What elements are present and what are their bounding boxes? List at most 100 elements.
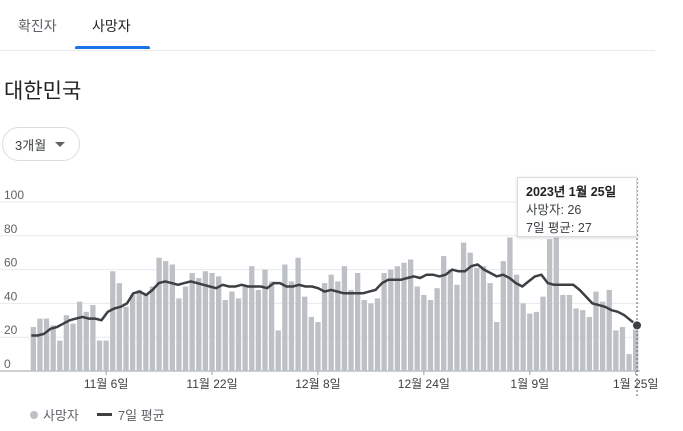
active-tab-indicator bbox=[75, 46, 150, 49]
bar bbox=[275, 330, 281, 371]
bar bbox=[242, 286, 248, 371]
bar bbox=[586, 316, 593, 371]
bar bbox=[103, 340, 109, 371]
bar bbox=[374, 298, 381, 371]
bar bbox=[70, 323, 76, 371]
bar bbox=[361, 300, 367, 371]
y-tick-label: 100 bbox=[4, 188, 24, 202]
chart-hover-marker bbox=[632, 178, 643, 397]
y-tick-label: 20 bbox=[4, 323, 18, 337]
bar bbox=[57, 340, 63, 371]
bar bbox=[302, 296, 308, 371]
dropdown-caret-icon bbox=[55, 141, 66, 147]
bar bbox=[454, 284, 460, 371]
bar bbox=[487, 283, 493, 371]
bar bbox=[321, 283, 328, 371]
tab-confirmed[interactable]: 확진자 bbox=[18, 18, 57, 34]
bar bbox=[288, 281, 295, 371]
bar bbox=[480, 266, 487, 371]
bar bbox=[619, 327, 626, 371]
bar bbox=[129, 294, 136, 371]
bar bbox=[394, 266, 401, 371]
bar bbox=[527, 313, 533, 371]
tooltip-deaths: 사망자: 26 bbox=[526, 203, 582, 217]
bar bbox=[262, 269, 268, 371]
bar bbox=[222, 300, 228, 371]
bar bbox=[447, 269, 454, 371]
bar bbox=[123, 306, 129, 371]
bar bbox=[249, 266, 255, 371]
bar bbox=[407, 259, 414, 371]
y-tick-label: 80 bbox=[4, 222, 18, 236]
bar bbox=[599, 301, 606, 371]
bar bbox=[427, 300, 434, 371]
bar bbox=[381, 272, 387, 371]
legend-bars-label: 사망자 bbox=[43, 408, 79, 423]
bar bbox=[553, 237, 559, 371]
chart-x-axis: 11월 6일 11월 22일 12월 8일 12월 24일 1월 9일 1월 25일 bbox=[84, 371, 658, 391]
bar bbox=[196, 278, 202, 371]
bar bbox=[110, 271, 116, 371]
bar bbox=[96, 340, 103, 371]
tooltip-date: 2023년 1월 25일 bbox=[526, 185, 617, 199]
bar bbox=[328, 274, 334, 371]
bar bbox=[580, 310, 586, 371]
bar bbox=[268, 281, 275, 371]
time-range-dropdown[interactable]: 3개월 bbox=[2, 127, 80, 161]
bar bbox=[401, 262, 407, 371]
bar bbox=[388, 269, 394, 371]
bar bbox=[414, 286, 420, 371]
bar bbox=[421, 294, 427, 371]
bar bbox=[460, 242, 467, 371]
bar bbox=[176, 298, 182, 371]
tab-bar: 확진자 사망자 bbox=[0, 0, 655, 51]
chart-avg-line bbox=[31, 263, 638, 337]
bar bbox=[43, 318, 50, 371]
bar bbox=[540, 296, 546, 371]
bar bbox=[116, 283, 123, 371]
x-tick-label: 12월 8일 bbox=[295, 377, 340, 391]
bar bbox=[341, 266, 348, 371]
avg-line bbox=[31, 263, 638, 337]
chart-tooltip: 2023년 1월 25일 사망자: 26 7일 평균: 27 bbox=[517, 177, 637, 237]
x-tick-label: 11월 22일 bbox=[186, 377, 237, 391]
region-title: 대한민국 bbox=[4, 80, 82, 103]
tab-deaths[interactable]: 사망자 bbox=[92, 18, 131, 34]
bar bbox=[90, 305, 96, 371]
bar bbox=[163, 261, 169, 371]
bar bbox=[494, 321, 500, 371]
bar bbox=[308, 316, 314, 371]
bar bbox=[573, 308, 579, 371]
legend-line-label: 7일 평균 bbox=[117, 408, 165, 423]
bar bbox=[149, 286, 156, 371]
bar bbox=[434, 288, 440, 371]
bar bbox=[255, 289, 262, 371]
bar bbox=[235, 298, 242, 371]
legend-bar-swatch bbox=[30, 410, 38, 419]
bar bbox=[348, 289, 354, 371]
bar bbox=[606, 289, 612, 371]
chart-bars bbox=[30, 237, 639, 371]
legend-line-swatch bbox=[96, 413, 112, 416]
bar bbox=[189, 272, 195, 371]
bar bbox=[613, 330, 619, 371]
x-tick-label: 11월 6일 bbox=[84, 377, 129, 391]
bar bbox=[474, 267, 480, 371]
bar bbox=[593, 291, 599, 371]
bar bbox=[335, 281, 341, 371]
bar bbox=[500, 261, 506, 371]
bar bbox=[546, 239, 553, 371]
bar bbox=[633, 327, 639, 371]
y-tick-label: 60 bbox=[4, 256, 18, 270]
bar bbox=[355, 272, 361, 371]
bar bbox=[209, 272, 215, 371]
bar bbox=[566, 294, 573, 371]
y-tick-label: 40 bbox=[4, 289, 18, 303]
bar bbox=[215, 276, 222, 371]
bar bbox=[520, 303, 526, 371]
bar bbox=[295, 257, 301, 371]
bar bbox=[143, 294, 149, 371]
bar bbox=[182, 286, 189, 371]
time-range-label: 3개월 bbox=[15, 137, 47, 153]
